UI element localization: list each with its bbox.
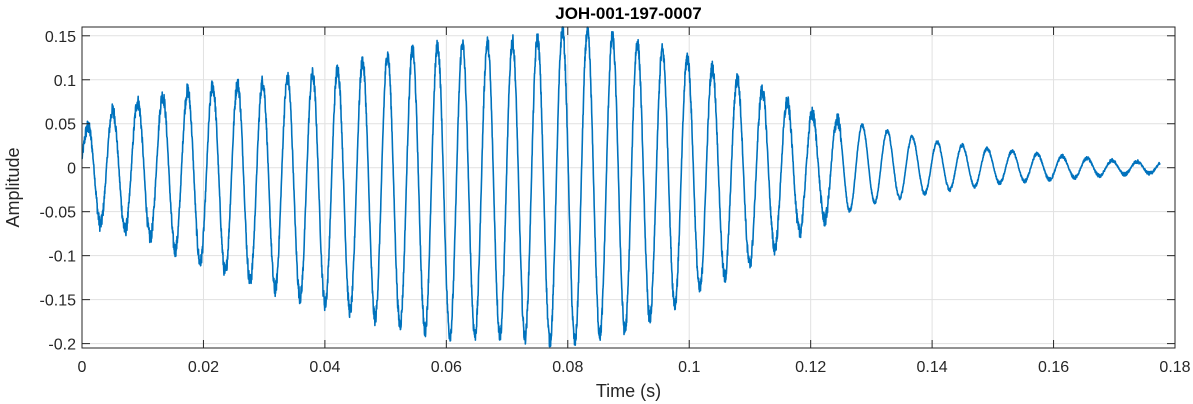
y-tick-label: 0 — [67, 161, 76, 178]
x-tick-label: 0.12 — [795, 359, 826, 376]
tick-marks — [81, 27, 1176, 348]
x-tick-label: 0.16 — [1038, 359, 1069, 376]
x-tick-label: 0.18 — [1159, 359, 1190, 376]
y-tick-label: -0.15 — [40, 293, 77, 310]
y-tick-label: 0.1 — [54, 73, 76, 90]
y-tick-label: -0.2 — [48, 337, 76, 354]
x-tick-label: 0 — [78, 359, 87, 376]
y-tick-label: -0.1 — [48, 249, 76, 266]
x-tick-label: 0.04 — [309, 359, 340, 376]
x-tick-label: 0.06 — [431, 359, 462, 376]
y-axis-label: Amplitude — [3, 147, 23, 227]
y-tick-label: -0.05 — [40, 205, 77, 222]
plot-area — [82, 27, 1175, 348]
chart-title: JOH-001-197-0007 — [555, 4, 701, 23]
y-tick-label: 0.15 — [45, 29, 76, 46]
x-axis-label: Time (s) — [596, 381, 661, 401]
axes-box — [81, 26, 1176, 349]
series-group — [81, 26, 1161, 348]
x-tick-labels: 0 0.02 0.04 0.06 0.08 0.1 0.12 0.14 0.16 0.18 — [78, 359, 1191, 376]
x-tick-label: 0.02 — [188, 359, 219, 376]
series-line — [81, 26, 1161, 348]
y-tick-labels: -0.2 -0.15 -0.1 -0.05 0 0.05 0.1 0.15 — [40, 29, 77, 354]
x-tick-label: 0.1 — [678, 359, 700, 376]
x-tick-label: 0.08 — [552, 359, 583, 376]
y-tick-label: 0.05 — [45, 117, 76, 134]
x-tick-label: 0.14 — [917, 359, 948, 376]
